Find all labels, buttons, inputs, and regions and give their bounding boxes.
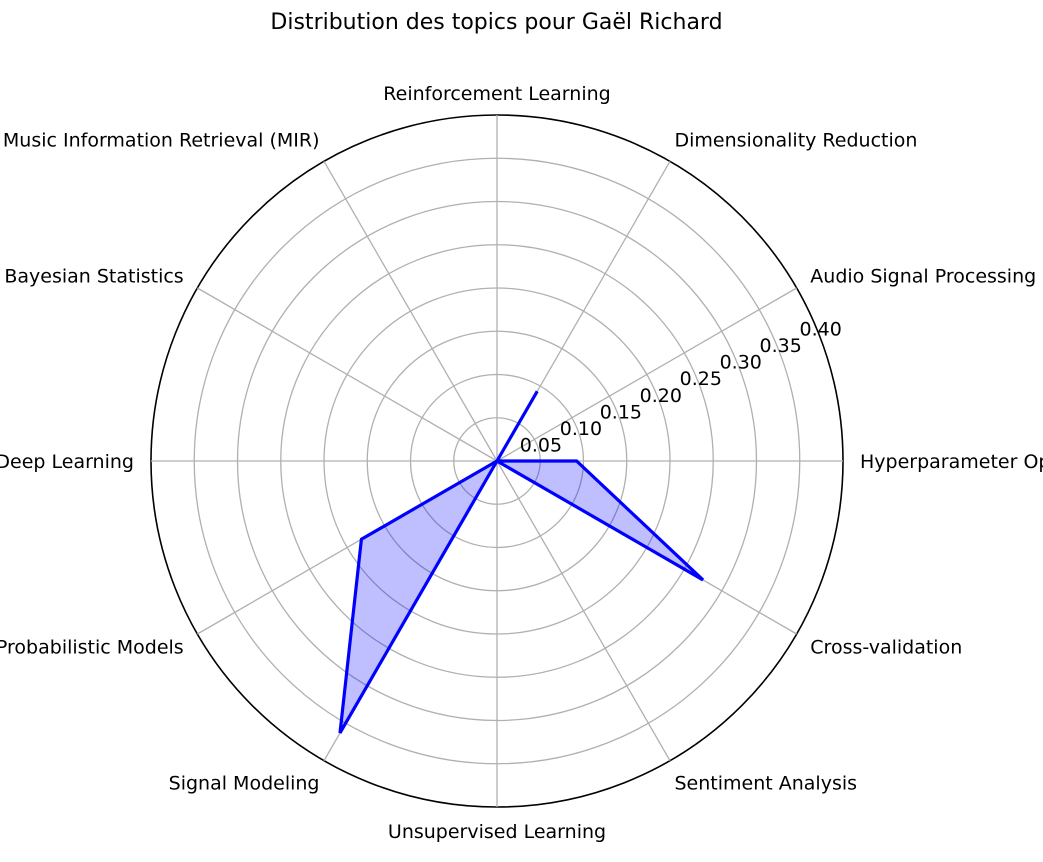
category-label: Machine Listening and Music Information … [0, 130, 320, 152]
grid-spoke [496, 460, 671, 761]
radial-tick-label: 0.25 [680, 368, 722, 390]
grid-spoke [496, 287, 797, 462]
chart-title: Distribution des topics pour Gaël Richar… [270, 10, 723, 35]
category-label: Sentiment Analysis [675, 772, 858, 794]
grid-spoke [323, 161, 498, 462]
radial-tick-label: 0.40 [800, 319, 842, 341]
category-label: Audio Signal Processing [810, 266, 1036, 288]
category-label: Signal Modeling [169, 772, 320, 794]
radial-tick-label: 0.10 [560, 418, 602, 440]
grid-spoke [197, 287, 498, 462]
category-label: Deep Learning [0, 451, 134, 473]
category-label: Cross-validation [810, 637, 962, 659]
radial-tick-label: 0.15 [600, 401, 642, 423]
category-label-layer: Hyperparameter Optimization Audio Signal … [0, 83, 1043, 843]
radial-tick-label: 0.30 [720, 352, 762, 374]
radial-tick-layer: 0.050.100.150.200.250.300.350.40 [520, 319, 842, 457]
series-fill-area [340, 391, 704, 733]
category-label: Bayesian Statistics [4, 266, 183, 288]
category-label: Probabilistic Models [0, 637, 184, 659]
radial-tick-label: 0.05 [520, 434, 562, 456]
radial-tick-label: 0.20 [640, 385, 682, 407]
category-label: Unsupervised Learning [388, 821, 606, 843]
category-label: Reinforcement Learning [383, 83, 610, 105]
series-layer [338, 390, 705, 734]
category-label: Hyperparameter Optimization [860, 451, 1043, 473]
radial-tick-label: 0.35 [760, 335, 802, 357]
category-label: Dimensionality Reduction [675, 130, 918, 152]
